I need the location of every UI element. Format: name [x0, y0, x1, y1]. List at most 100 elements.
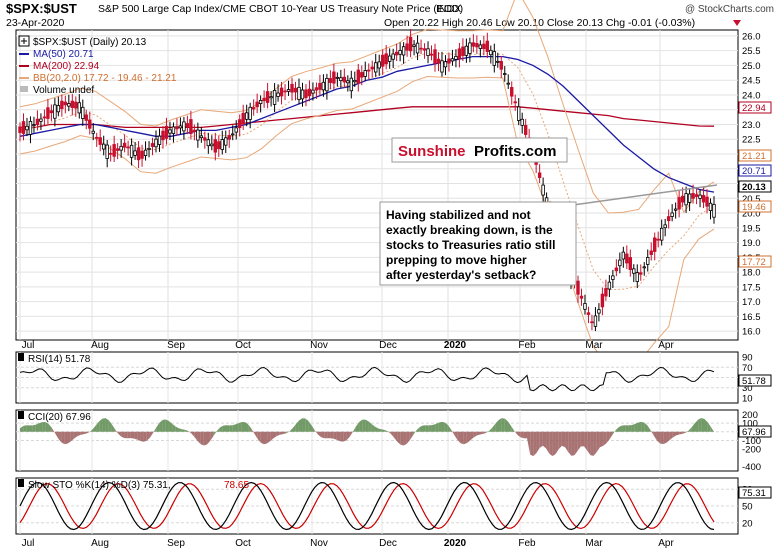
candle: [649, 242, 653, 261]
candle: [293, 81, 298, 101]
cci-bar: [308, 420, 312, 432]
candle: [600, 287, 605, 316]
candle: [513, 94, 517, 111]
cci-bar: [305, 418, 309, 432]
candle: [468, 37, 472, 63]
indicator-tick: -400: [742, 462, 761, 473]
price-tick: 25.5: [742, 46, 761, 57]
watermark-logo: Sunshine Profits.com: [391, 137, 568, 163]
candle: [363, 61, 367, 81]
candle: [464, 38, 469, 63]
month-label: 2020: [444, 340, 467, 351]
cci-bar: [222, 425, 226, 432]
cci-bar: [634, 422, 638, 432]
candle: [489, 45, 493, 64]
cci-bar: [463, 431, 467, 445]
cci-bar: [270, 431, 274, 442]
candle: [60, 94, 64, 117]
cci-bar: [517, 431, 521, 438]
cci-bar: [378, 428, 382, 432]
cci-bar: [533, 431, 537, 457]
candle: [178, 117, 183, 135]
price-badges: 22.94 21.21 20.71 20.13 19.46 17.72: [738, 101, 772, 268]
cci-bar: [542, 431, 547, 449]
month-label: Mar: [585, 538, 603, 549]
cci-bar: [422, 425, 426, 432]
ma50-path: [19, 55, 715, 193]
price-tick: 17.0: [742, 297, 761, 308]
candle: [687, 188, 692, 211]
cci-bar: [61, 431, 65, 445]
cci-bar: [29, 425, 33, 432]
indicator-tick: 10: [742, 393, 753, 404]
cci-bar: [35, 423, 40, 432]
cci-bar: [184, 429, 188, 432]
indicator-tick: 20: [742, 518, 753, 529]
candle: [663, 218, 667, 237]
candle: [150, 137, 155, 156]
candle: [398, 42, 402, 62]
cci-bar: [336, 431, 341, 442]
cci-bar: [520, 431, 524, 439]
cci-bar: [102, 418, 106, 432]
cci-bar: [371, 424, 375, 432]
cci-bar: [412, 430, 417, 436]
candle: [510, 81, 514, 105]
sto-panel: Slow STO %K(14) %D(3) 75.31, 78.65 80502…: [15, 477, 772, 535]
cci-bar: [111, 424, 116, 432]
month-label: Dec: [379, 538, 397, 549]
candle: [335, 72, 340, 87]
cci-bar: [409, 431, 413, 441]
chart-symbol: $SPX:$UST: [6, 1, 77, 16]
cci-bar: [501, 418, 505, 432]
candle: [129, 138, 134, 166]
cci-bar: [181, 429, 185, 432]
cci-bar: [165, 419, 169, 432]
cci-bar: [327, 431, 331, 439]
candle: [499, 55, 503, 78]
cci-bar: [340, 431, 344, 442]
candle: [227, 129, 231, 148]
cci-bar: [276, 431, 280, 437]
cci-bar: [20, 426, 24, 432]
cci-bar: [149, 431, 154, 438]
chart-exchange: INDX: [436, 3, 461, 15]
cci-bar: [368, 421, 372, 432]
candle: [328, 70, 333, 90]
candle: [314, 82, 319, 99]
candle: [258, 95, 263, 113]
cci-bar: [156, 422, 160, 432]
cci-bar: [397, 431, 401, 445]
candle: [154, 130, 158, 153]
cci-bar: [666, 431, 670, 443]
cci-bar: [403, 431, 407, 446]
cci-bar: [508, 421, 512, 432]
candle: [635, 264, 639, 289]
cci-bar: [580, 431, 585, 447]
cci-bar: [235, 423, 239, 432]
bb-middle: [19, 52, 715, 291]
cci-bar: [314, 430, 318, 435]
cci-bar: [387, 431, 391, 434]
cci-bar: [213, 431, 217, 437]
candle: [286, 80, 291, 96]
month-label: Aug: [91, 538, 109, 549]
candle: [611, 269, 615, 289]
cci-bar: [656, 431, 661, 444]
candle: [339, 69, 343, 88]
cci-bar: [653, 431, 657, 441]
cci-bar: [295, 420, 299, 432]
candle: [238, 114, 242, 137]
month-label: Dec: [379, 340, 397, 351]
cci-bar: [539, 431, 543, 448]
candle: [653, 232, 657, 261]
candle: [387, 48, 392, 69]
candle: [656, 231, 660, 248]
cci-bar: [86, 431, 90, 434]
candle: [241, 104, 245, 131]
cci-bar: [606, 431, 610, 444]
cci-bar: [546, 431, 550, 454]
trend-line: [572, 184, 718, 206]
cci-bar: [359, 419, 363, 432]
